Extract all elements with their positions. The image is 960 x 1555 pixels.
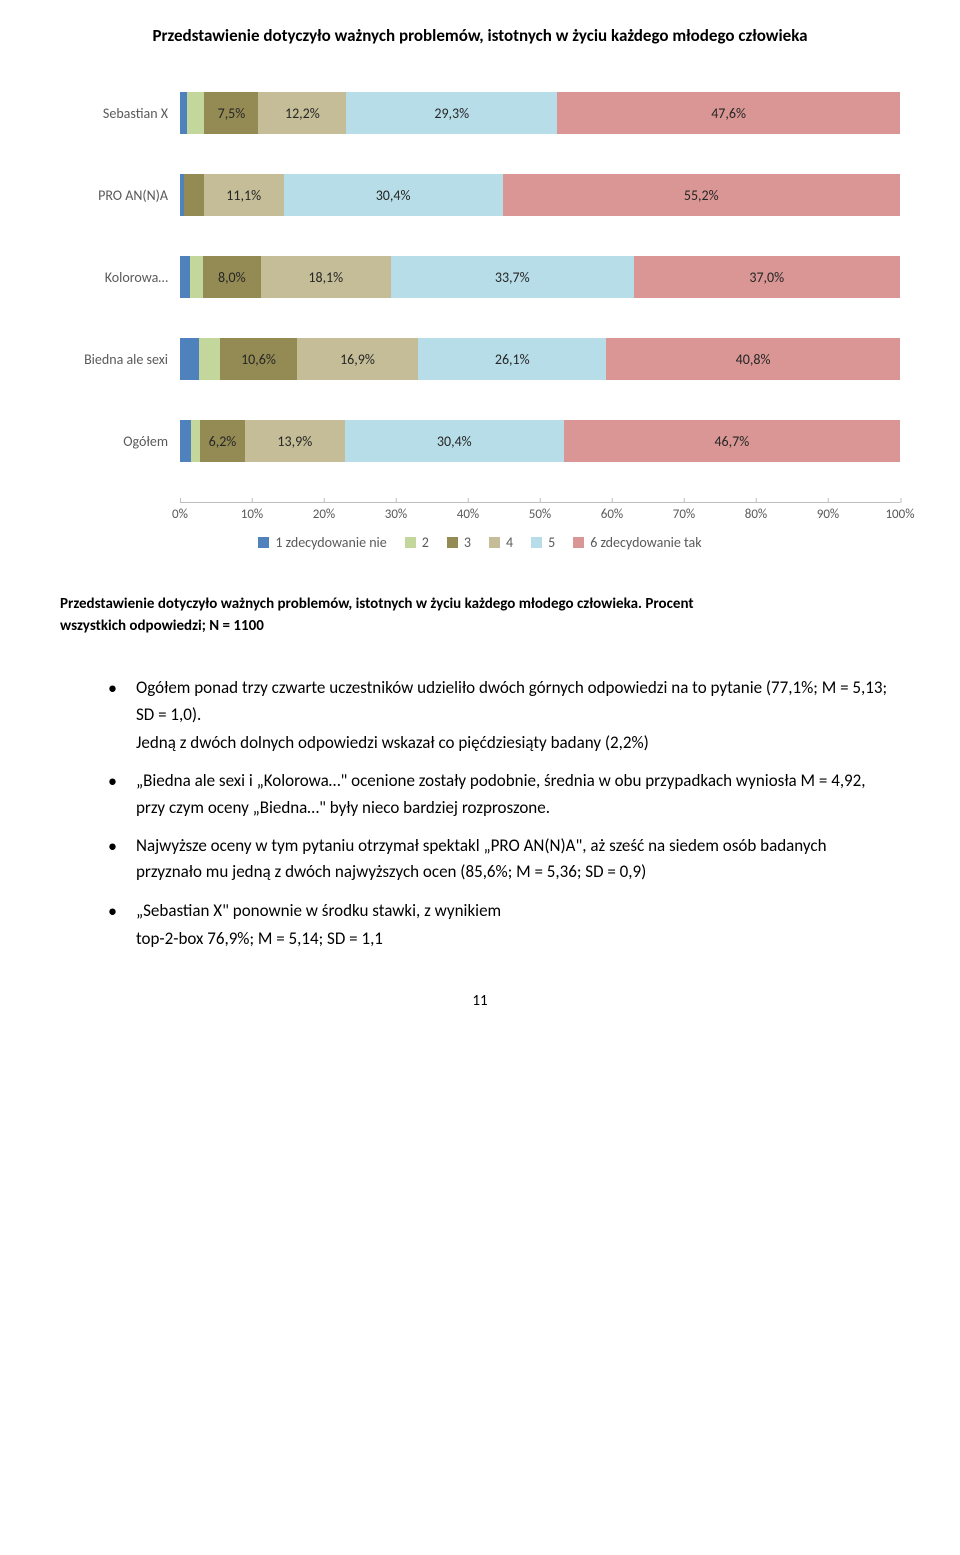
axis-tick: 20%	[313, 503, 335, 522]
legend-swatch	[258, 537, 269, 548]
list-item-subtext: top-2-box 76,9%; M = 5,14; SD = 1,1	[136, 926, 890, 952]
bar-segment: 30,4%	[284, 174, 503, 216]
figure-caption-line1: Przedstawienie dotyczyło ważnych problem…	[60, 595, 900, 613]
axis-tick: 50%	[529, 503, 551, 522]
bar-segment	[190, 256, 203, 298]
bar-segment: 10,6%	[220, 338, 296, 380]
bar-segment	[180, 420, 191, 462]
bar-label: Kolorowa…	[60, 269, 180, 286]
chart-x-axis: 0%10%20%30%40%50%60%70%80%90%100%	[180, 502, 900, 526]
bar-segment: 40,8%	[606, 338, 900, 380]
legend-item: 1 zdecydowanie nie	[258, 534, 386, 551]
bar-row: Biedna ale sexi10,6%16,9%26,1%40,8%	[60, 338, 900, 380]
axis-tick: 30%	[385, 503, 407, 522]
list-item: Ogółem ponad trzy czwarte uczestników ud…	[108, 675, 890, 756]
list-item-text: Najwyższe oceny w tym pytaniu otrzymał s…	[136, 833, 890, 886]
legend-swatch	[489, 537, 500, 548]
axis-tick: 80%	[745, 503, 767, 522]
bar-segment: 55,2%	[503, 174, 900, 216]
bar-row: PRO AN(N)A11,1%30,4%55,2%	[60, 174, 900, 216]
list-item-subtext: Jedną z dwóch dolnych odpowiedzi wskazał…	[136, 730, 890, 756]
bar-segment: 7,5%	[204, 92, 258, 134]
bar-segment	[184, 174, 203, 216]
bar-track: 8,0%18,1%33,7%37,0%	[180, 256, 900, 298]
bar-segment: 13,9%	[245, 420, 345, 462]
figure-caption-line2: wszystkich odpowiedzi; N = 1100	[60, 617, 900, 635]
bar-label: Sebastian X	[60, 105, 180, 122]
bar-label: Ogółem	[60, 433, 180, 450]
legend-label: 5	[548, 534, 555, 551]
legend-item: 3	[447, 534, 471, 551]
legend-label: 2	[422, 534, 429, 551]
bar-label: Biedna ale sexi	[60, 351, 180, 368]
legend-label: 3	[464, 534, 471, 551]
bar-segment: 33,7%	[391, 256, 634, 298]
legend-swatch	[447, 537, 458, 548]
page-title: Przedstawienie dotyczyło ważnych problem…	[60, 20, 900, 52]
bar-row: Kolorowa…8,0%18,1%33,7%37,0%	[60, 256, 900, 298]
bar-segment	[180, 92, 187, 134]
bar-track: 10,6%16,9%26,1%40,8%	[180, 338, 900, 380]
bar-segment	[191, 420, 200, 462]
list-item: „Sebastian X" ponownie w środku stawki, …	[108, 898, 890, 953]
legend-swatch	[573, 537, 584, 548]
axis-tick: 10%	[241, 503, 263, 522]
bar-segment: 16,9%	[297, 338, 419, 380]
bullet-list: Ogółem ponad trzy czwarte uczestników ud…	[108, 675, 890, 952]
bar-segment: 18,1%	[261, 256, 391, 298]
page-number: 11	[60, 992, 900, 1010]
list-item: „Biedna ale sexi i „Kolorowa…" ocenione …	[108, 768, 890, 821]
bar-segment	[180, 338, 199, 380]
bar-segment: 37,0%	[634, 256, 900, 298]
legend-label: 6 zdecydowanie tak	[590, 534, 701, 551]
chart-legend: 1 zdecydowanie nie 2 3 4 5 6 zdecydowanie tak	[60, 534, 900, 551]
bar-segment: 8,0%	[203, 256, 261, 298]
bar-segment: 30,4%	[345, 420, 564, 462]
bar-track: 11,1%30,4%55,2%	[180, 174, 900, 216]
legend-swatch	[531, 537, 542, 548]
list-item-text: „Sebastian X" ponownie w środku stawki, …	[136, 898, 890, 924]
bar-segment	[180, 256, 190, 298]
bar-segment	[187, 92, 204, 134]
axis-tick: 40%	[457, 503, 479, 522]
legend-label: 4	[506, 534, 513, 551]
legend-swatch	[405, 537, 416, 548]
axis-tick: 60%	[601, 503, 623, 522]
bar-track: 6,2%13,9%30,4%46,7%	[180, 420, 900, 462]
list-item-text: Ogółem ponad trzy czwarte uczestników ud…	[136, 675, 890, 728]
axis-tick: 70%	[673, 503, 695, 522]
bar-segment: 47,6%	[557, 92, 900, 134]
bar-segment: 26,1%	[418, 338, 606, 380]
bar-segment: 6,2%	[200, 420, 245, 462]
legend-item: 2	[405, 534, 429, 551]
chart: Sebastian X7,5%12,2%29,3%47,6%PRO AN(N)A…	[60, 92, 900, 551]
bar-segment: 46,7%	[564, 420, 900, 462]
chart-bars: Sebastian X7,5%12,2%29,3%47,6%PRO AN(N)A…	[60, 92, 900, 462]
legend-label: 1 zdecydowanie nie	[275, 534, 386, 551]
bar-row: Ogółem6,2%13,9%30,4%46,7%	[60, 420, 900, 462]
legend-item: 5	[531, 534, 555, 551]
bar-segment: 12,2%	[258, 92, 346, 134]
legend-item: 6 zdecydowanie tak	[573, 534, 701, 551]
legend-item: 4	[489, 534, 513, 551]
bar-track: 7,5%12,2%29,3%47,6%	[180, 92, 900, 134]
bar-segment: 29,3%	[346, 92, 557, 134]
bar-row: Sebastian X7,5%12,2%29,3%47,6%	[60, 92, 900, 134]
bar-label: PRO AN(N)A	[60, 187, 180, 204]
list-item-text: „Biedna ale sexi i „Kolorowa…" ocenione …	[136, 768, 890, 821]
axis-tick: 90%	[817, 503, 839, 522]
bar-segment	[199, 338, 220, 380]
bar-segment: 11,1%	[204, 174, 284, 216]
list-item: Najwyższe oceny w tym pytaniu otrzymał s…	[108, 833, 890, 886]
axis-tick: 100%	[885, 503, 914, 522]
axis-tick: 0%	[172, 503, 188, 522]
